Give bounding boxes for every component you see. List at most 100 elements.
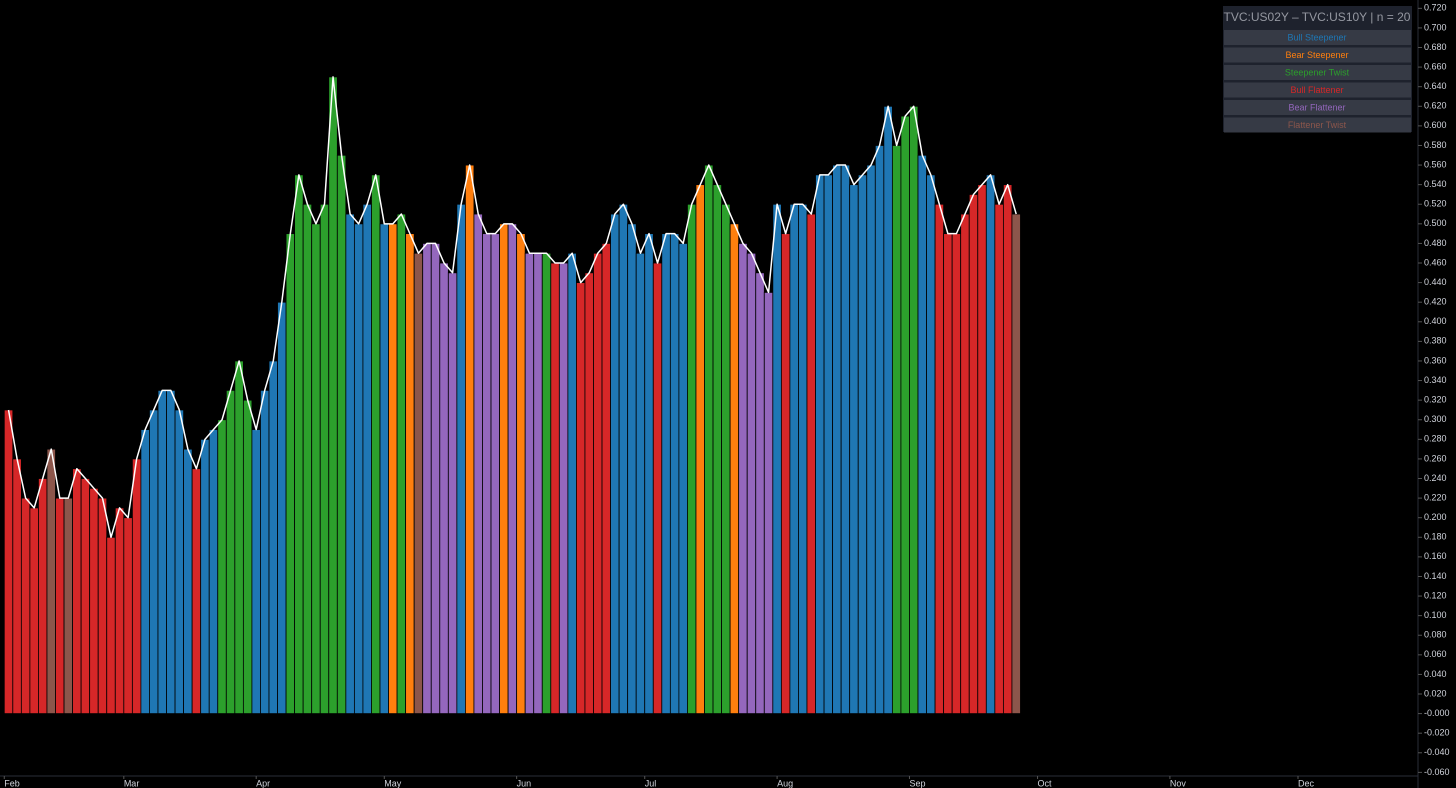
bar (285, 233, 296, 715)
bar (20, 497, 31, 715)
bar (371, 174, 381, 715)
y-tick-label: 0.080 (1424, 630, 1447, 640)
bar (823, 174, 834, 715)
bar (1011, 213, 1021, 715)
x-tick-label: Dec (1298, 778, 1315, 788)
bar (900, 115, 910, 715)
legend-entry: Flattener Twist (1288, 120, 1347, 130)
bar (413, 252, 424, 715)
bar (610, 213, 620, 715)
bar (977, 184, 987, 715)
bar (618, 203, 629, 715)
bar (242, 399, 253, 715)
y-tick-label: 0.540 (1424, 179, 1447, 189)
bar (200, 438, 210, 715)
y-tick-label: 0.280 (1424, 434, 1447, 444)
y-tick-label: -0.060 (1424, 767, 1450, 777)
bar (721, 203, 731, 715)
y-tick-label: 0.040 (1424, 669, 1447, 679)
legend-entry-bg (1224, 47, 1411, 63)
y-tick-label: 0.460 (1424, 257, 1447, 267)
y-tick-label: 0.680 (1424, 42, 1447, 52)
bar (951, 233, 962, 715)
bar (123, 517, 133, 715)
bar (12, 458, 22, 715)
bar (294, 174, 304, 715)
bar (225, 389, 236, 715)
bar (388, 223, 398, 715)
bar (149, 409, 159, 715)
bar (319, 203, 330, 715)
bar (499, 223, 509, 715)
bar (328, 76, 338, 715)
y-tick-label: 0.720 (1424, 3, 1447, 13)
bar (80, 478, 91, 715)
x-tick-label: Feb (4, 778, 20, 788)
legend-entry-bg (1224, 65, 1411, 80)
bar (780, 233, 791, 715)
bar (883, 105, 893, 715)
bar (746, 252, 757, 715)
bar (422, 243, 432, 715)
bar (832, 164, 842, 715)
bar (507, 223, 518, 715)
x-tick-label: Aug (777, 778, 793, 788)
bar (302, 203, 313, 715)
bar (353, 223, 364, 715)
bar (806, 213, 816, 715)
bar (994, 203, 1004, 715)
y-tick-label: 0.600 (1424, 120, 1447, 130)
bar (447, 272, 458, 715)
bar (439, 262, 449, 715)
y-tick-label: -0.020 (1424, 728, 1450, 738)
legend-entry-bg (1224, 82, 1411, 98)
bar (644, 233, 654, 715)
bar (490, 233, 500, 715)
bar (379, 223, 389, 715)
y-tick-label: 0.360 (1424, 355, 1447, 365)
bar (934, 203, 945, 715)
bar (524, 252, 535, 715)
y-tick-label: 0.120 (1424, 590, 1447, 600)
bar (558, 262, 569, 715)
bar (943, 233, 953, 715)
bar (208, 429, 219, 715)
bar (1002, 184, 1013, 715)
bar (652, 262, 663, 715)
bar (97, 497, 108, 715)
y-tick-label: 0.160 (1424, 551, 1447, 561)
bar (738, 243, 748, 715)
bar (183, 448, 193, 715)
y-tick-label: 0.260 (1424, 453, 1447, 463)
x-tick-label: Sep (909, 778, 925, 788)
y-tick-label: 0.660 (1424, 61, 1447, 71)
bar (114, 507, 125, 715)
bar (251, 429, 261, 715)
bar (157, 389, 167, 715)
legend-entry-bg (1224, 117, 1411, 133)
bar (678, 243, 688, 715)
bar (635, 252, 646, 715)
legend-entry-bg (1224, 100, 1411, 115)
bar (891, 145, 902, 715)
bar (601, 243, 611, 715)
legend-entry: Bear Flattener (1288, 102, 1345, 112)
bar (174, 409, 184, 715)
y-tick-label: 0.340 (1424, 375, 1447, 385)
y-tick-label: 0.400 (1424, 316, 1447, 326)
y-tick-label: 0.560 (1424, 159, 1447, 169)
bar (840, 164, 851, 715)
bar (593, 252, 603, 715)
bar (627, 223, 637, 715)
bar (29, 507, 39, 715)
y-tick-label: 0.500 (1424, 218, 1447, 228)
bar (191, 468, 202, 715)
legend-entry: Bull Steepener (1287, 32, 1346, 42)
y-tick-label: 0.480 (1424, 238, 1447, 248)
bar (763, 291, 774, 715)
bar (789, 203, 799, 715)
bar (661, 233, 671, 715)
bar (72, 468, 82, 715)
bar (695, 184, 705, 715)
